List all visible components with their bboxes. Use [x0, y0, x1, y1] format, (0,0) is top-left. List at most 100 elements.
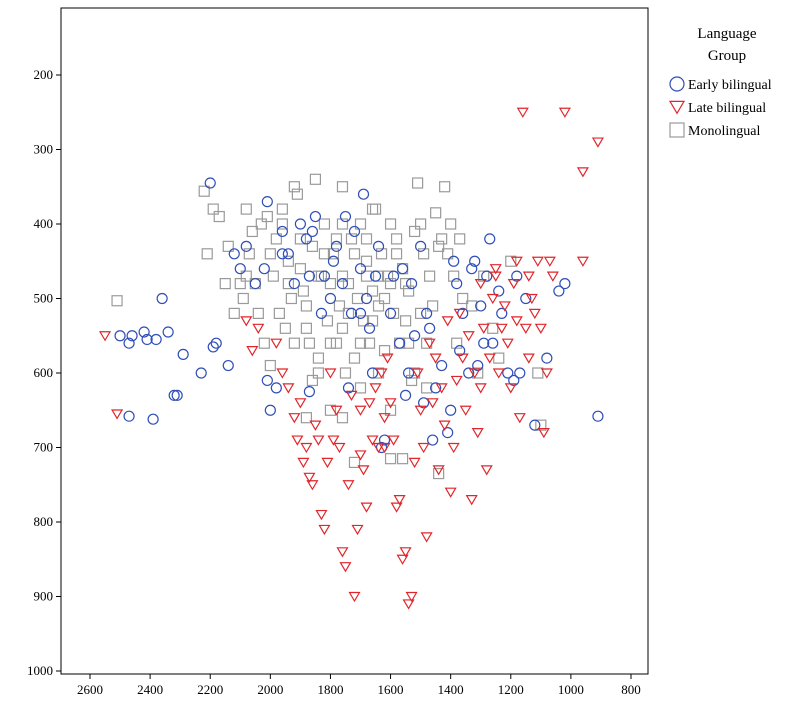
data-point: [147, 413, 159, 425]
data-point: [378, 413, 391, 424]
data-point: [412, 177, 424, 189]
data-point: [504, 383, 517, 394]
data-point: [210, 337, 222, 349]
series-monolingual: [111, 173, 547, 480]
data-point: [324, 404, 337, 416]
data-point: [462, 331, 475, 342]
data-point: [270, 382, 282, 394]
data-point: [424, 270, 436, 282]
data-point: [294, 218, 306, 230]
y-tick-label: 200: [34, 67, 54, 82]
data-point: [336, 218, 349, 230]
data-point: [372, 442, 385, 454]
data-point: [249, 278, 261, 290]
x-axis: 2600 2400 2200 2000 1800 1600 1400 1200 1000 800: [77, 674, 641, 697]
data-point: [354, 263, 367, 275]
data-point: [156, 292, 168, 305]
data-point: [592, 410, 604, 422]
data-point: [418, 248, 430, 260]
data-point: [459, 405, 472, 416]
data-point: [502, 367, 514, 379]
data-point: [330, 233, 343, 245]
y-tick-label: 900: [34, 589, 54, 604]
data-point: [409, 225, 421, 238]
legend-label: Late bilingual: [688, 101, 766, 116]
y-tick-label: 1000: [27, 663, 53, 678]
data-point: [219, 278, 231, 290]
data-point: [240, 240, 252, 252]
data-point: [448, 255, 460, 267]
data-point: [240, 316, 253, 327]
data-point: [303, 270, 316, 282]
data-point: [487, 337, 499, 349]
data-point: [252, 307, 264, 319]
data-point: [519, 323, 532, 334]
data-point: [303, 337, 316, 349]
data-point: [222, 240, 234, 252]
data-point: [309, 210, 322, 223]
data-point: [315, 307, 328, 319]
data-point: [541, 352, 553, 364]
data-point: [363, 322, 376, 334]
legend-marker: [668, 100, 686, 115]
data-point: [481, 270, 493, 282]
data-point: [276, 248, 288, 260]
data-point: [513, 413, 526, 424]
data-point: [354, 307, 367, 319]
y-tick-label: 700: [34, 440, 54, 455]
data-point: [207, 341, 219, 353]
data-point: [390, 248, 403, 260]
data-point: [390, 233, 403, 245]
data-point: [306, 480, 319, 491]
data-point: [309, 420, 322, 431]
data-point: [558, 107, 571, 118]
legend-items: Early bilingual Late bilingual Monolingual: [668, 76, 772, 139]
data-point: [306, 374, 319, 387]
data-point: [415, 307, 427, 319]
data-point: [342, 382, 355, 394]
data-point: [98, 331, 112, 342]
x-tick-label: 1000: [558, 682, 584, 697]
data-point: [366, 315, 379, 327]
data-point: [420, 532, 433, 543]
data-point: [336, 181, 349, 193]
data-point: [478, 270, 490, 282]
data-point: [387, 270, 400, 282]
data-point: [204, 177, 216, 189]
data-point: [442, 248, 454, 260]
data-point: [222, 359, 234, 372]
x-tick-label: 2000: [257, 682, 283, 697]
data-point: [496, 307, 508, 319]
data-point: [273, 307, 285, 319]
data-point: [162, 326, 174, 338]
data-point: [207, 203, 219, 215]
data-point: [529, 419, 541, 431]
data-point: [411, 368, 424, 379]
data-point: [591, 137, 604, 148]
x-tick-label: 1400: [438, 682, 464, 697]
data-point: [532, 367, 544, 379]
data-point: [475, 300, 487, 312]
data-point: [451, 278, 463, 290]
data-point: [150, 333, 162, 346]
data-point: [354, 218, 367, 230]
data-point: [240, 203, 252, 215]
data-point: [399, 278, 412, 290]
data-point: [288, 337, 300, 349]
data-point: [507, 279, 520, 290]
data-point: [330, 405, 343, 416]
data-point: [198, 185, 210, 197]
data-point: [487, 322, 499, 334]
data-point: [267, 270, 279, 282]
data-point: [327, 248, 340, 260]
data-point: [318, 248, 331, 260]
data-point: [246, 346, 259, 357]
data-point: [360, 233, 373, 245]
data-point: [309, 173, 322, 185]
data-point: [354, 450, 367, 461]
data-point: [576, 167, 589, 178]
data-point: [421, 382, 433, 394]
data-point: [291, 188, 303, 200]
data-point: [408, 457, 421, 469]
x-tick-label: 2400: [137, 682, 163, 697]
